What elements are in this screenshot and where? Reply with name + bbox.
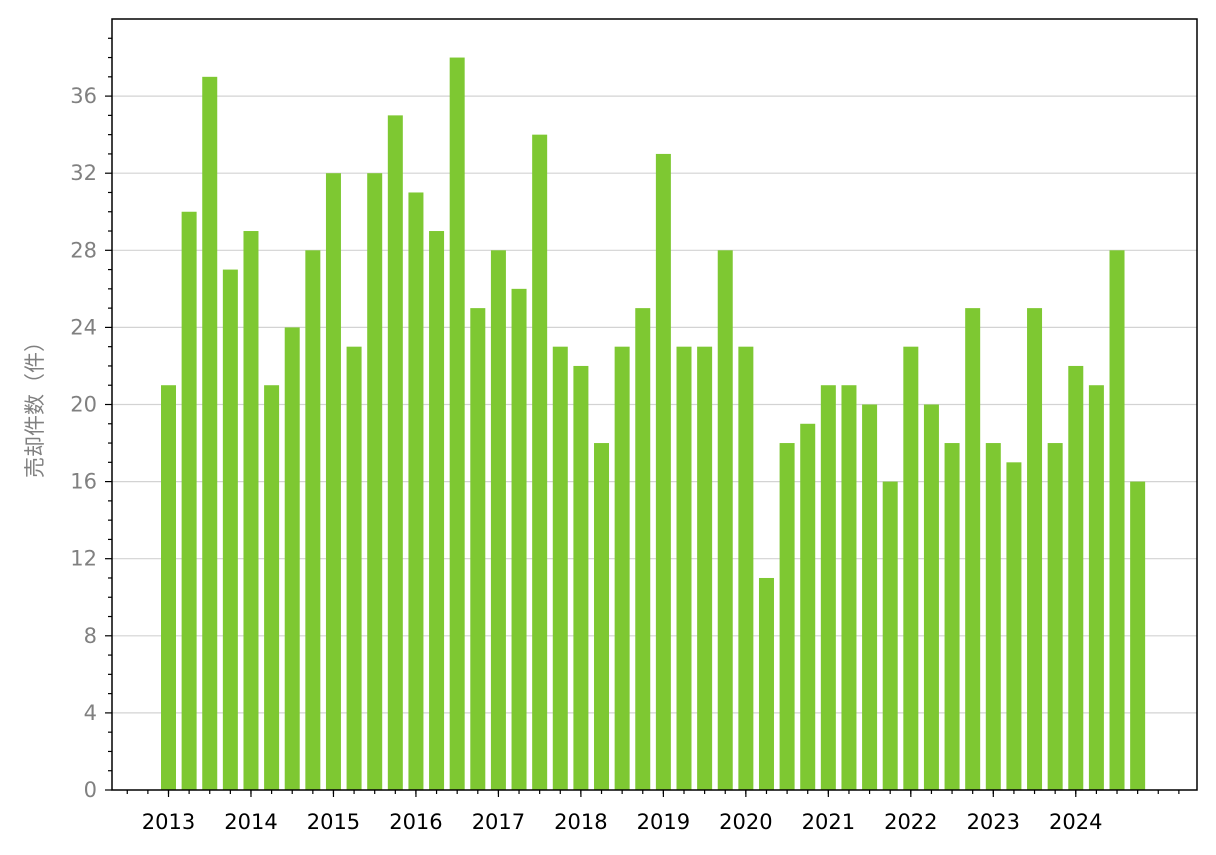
bar [490,250,506,791]
bar [532,134,548,790]
x-tick-label: 2021 [802,810,855,834]
bar [346,346,362,790]
bar [985,443,1001,790]
bar [387,115,403,790]
bar [284,327,300,790]
x-tick-label: 2016 [389,810,442,834]
bar [161,385,176,790]
x-tick-label: 2014 [224,810,277,834]
y-tick-label: 28 [70,238,97,262]
bar [243,231,259,790]
y-tick-label: 32 [70,161,97,185]
bar [1006,462,1022,790]
y-tick-label: 4 [84,701,97,725]
y-tick-label: 16 [70,470,97,494]
bar [758,577,774,790]
bar [1027,308,1043,790]
bar [470,308,486,790]
bar [573,365,589,790]
y-tick-label: 8 [84,624,97,648]
bar [862,404,878,790]
bar [1068,365,1084,790]
bar [965,308,981,790]
bar [222,269,238,790]
bar [717,250,733,791]
bar [429,231,445,790]
x-tick-label: 2013 [142,810,195,834]
y-tick-label: 36 [70,84,97,108]
y-tick-label: 12 [70,547,97,571]
y-tick-label: 24 [70,315,97,339]
bars [161,57,1146,791]
bar [820,385,836,790]
bar [1130,481,1146,790]
bar [305,250,321,791]
bar [367,173,383,790]
bar [944,443,960,790]
bar [1109,250,1125,791]
x-axis: 2013 2014 2015 2016 2017 2018 2019 2020 2021 2022… [126,790,1180,834]
bar [325,173,341,790]
x-tick-label: 2015 [307,810,360,834]
bar [1088,385,1104,790]
bar [594,443,610,790]
y-tick-label: 20 [70,393,97,417]
bar [635,308,651,790]
bar [697,346,713,790]
x-tick-label: 2019 [637,810,690,834]
bar [1047,443,1063,790]
bar [181,211,197,790]
bar [408,192,424,791]
bar [449,57,465,791]
bar [738,346,754,790]
bar [202,76,218,790]
bar [841,385,857,790]
x-tick-label: 2017 [472,810,525,834]
bar [779,443,795,790]
y-axis-label: 売却件数（件） [23,331,47,478]
y-tick-label: 0 [84,778,97,802]
bar [923,404,939,790]
x-tick-label: 2018 [554,810,607,834]
bar [882,481,898,790]
bar [903,346,919,790]
x-tick-label: 2023 [967,810,1020,834]
x-tick-label: 2024 [1049,810,1102,834]
x-tick-label: 2022 [884,810,937,834]
bar [511,288,527,790]
x-tick-label: 2020 [719,810,772,834]
bar [800,423,816,790]
bar [552,346,568,790]
y-axis: 0 4 8 12 16 20 24 28 32 36 [70,37,112,802]
bar [676,346,692,790]
bar [264,385,280,790]
bar [655,153,671,791]
bar [614,346,630,790]
